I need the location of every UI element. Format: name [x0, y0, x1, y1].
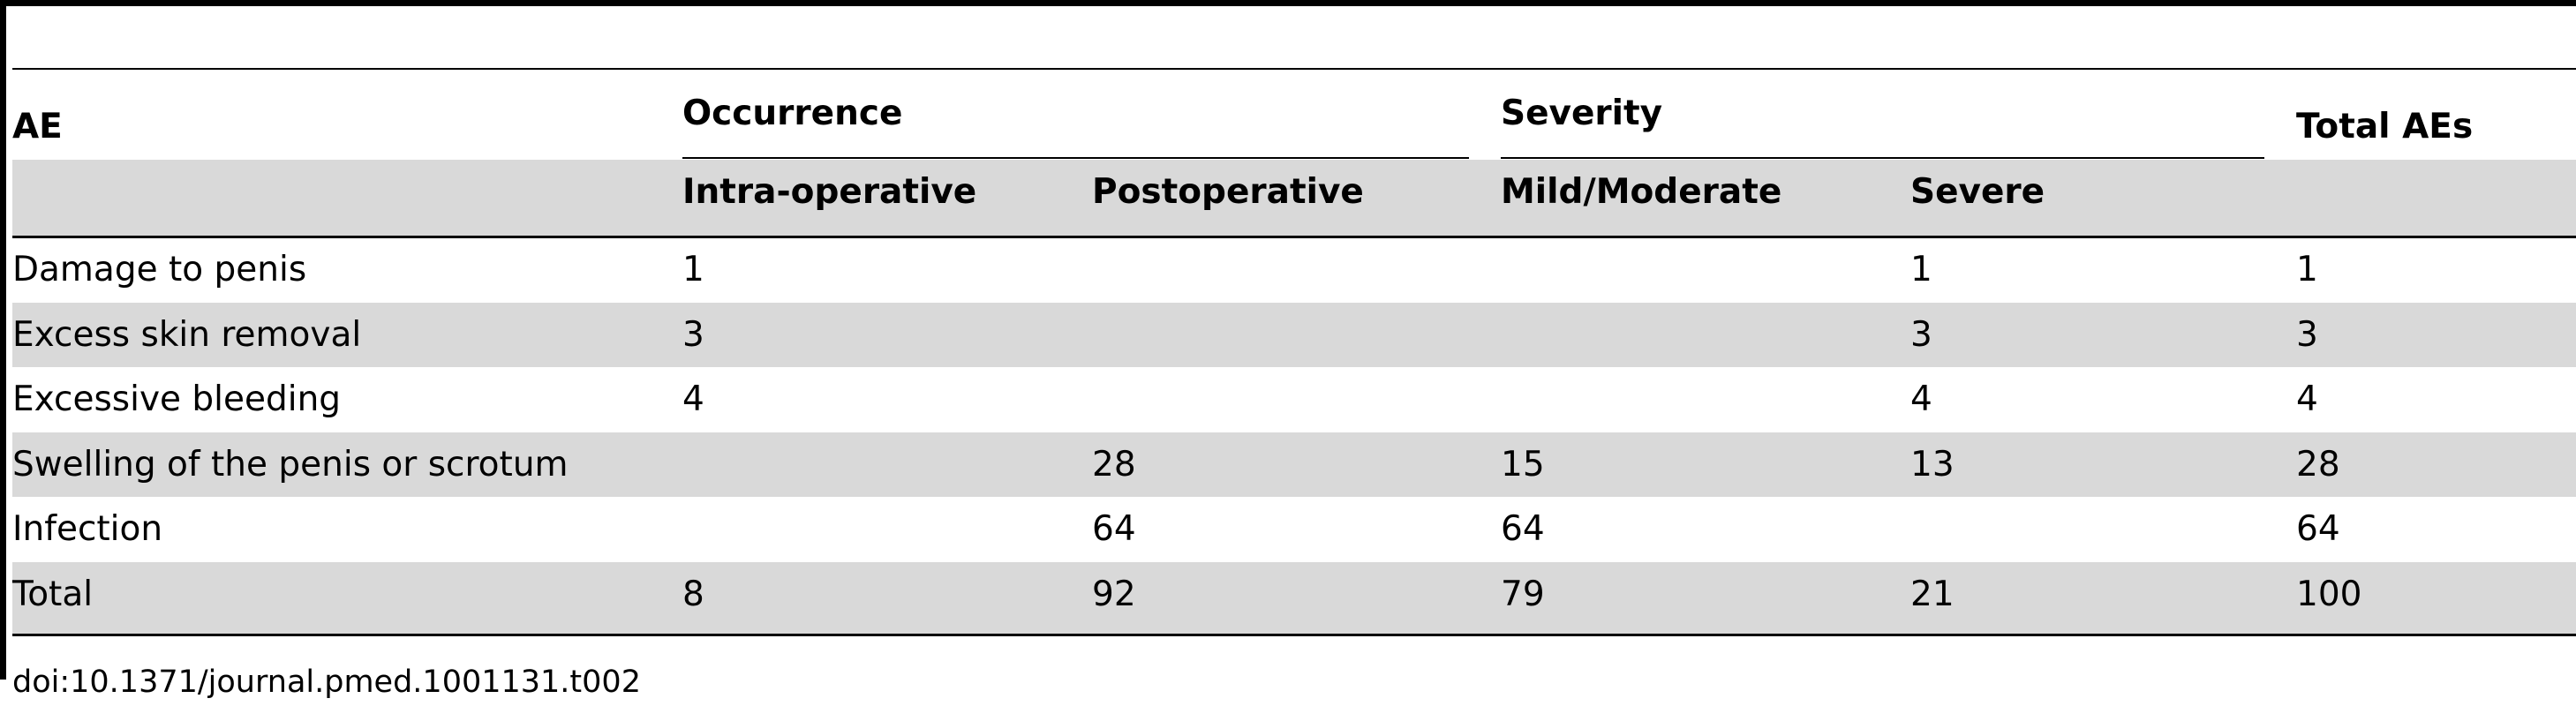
table-cell-ae: Swelling of the penis or scrotum — [12, 445, 569, 484]
table-cell-severe: 1 — [1910, 250, 1932, 289]
table-bottom-rule — [12, 634, 2576, 636]
header-mild-moderate: Mild/Moderate — [1501, 172, 1782, 212]
occurrence-group-rule — [682, 157, 1469, 159]
header-bottom-rule — [12, 236, 2576, 238]
table-cell-intra: 1 — [682, 250, 704, 289]
table-cell-mild: 15 — [1501, 445, 1545, 484]
table-cell-total: 64 — [2296, 509, 2340, 549]
top-border — [0, 0, 2576, 6]
doi-footnote: doi:10.1371/journal.pmed.1001131.t002 — [12, 665, 641, 700]
header-ae: AE — [12, 107, 63, 146]
table-cell-total: 100 — [2296, 575, 2362, 614]
header-intra-operative: Intra-operative — [682, 172, 977, 212]
header-severity: Severity — [1501, 94, 1663, 133]
table-cell-severe: 13 — [1910, 445, 1955, 484]
table-cell-total: 3 — [2296, 315, 2318, 355]
table-cell-post: 92 — [1092, 575, 1136, 614]
table-cell-severe: 3 — [1910, 315, 1932, 355]
table-cell-ae: Total — [12, 575, 94, 614]
table-cell-ae: Infection — [12, 509, 163, 549]
table-cell-intra: 4 — [682, 379, 704, 419]
header-postoperative: Postoperative — [1092, 172, 1364, 212]
row-band-4 — [12, 432, 2576, 497]
table-cell-severe: 4 — [1910, 379, 1932, 419]
table-cell-total: 28 — [2296, 445, 2340, 484]
row-band-6 — [12, 562, 2576, 634]
table-cell-intra: 3 — [682, 315, 704, 355]
header-severe: Severe — [1910, 172, 2045, 212]
table-cell-total: 4 — [2296, 379, 2318, 419]
header-total-aes: Total AEs — [2296, 107, 2474, 146]
severity-group-rule — [1501, 157, 2264, 159]
table-cell-ae: Damage to penis — [12, 250, 307, 289]
table-cell-total: 1 — [2296, 250, 2318, 289]
table-cell-severe: 21 — [1910, 575, 1955, 614]
table-cell-mild: 64 — [1501, 509, 1545, 549]
table-cell-post: 28 — [1092, 445, 1136, 484]
table-cell-ae: Excessive bleeding — [12, 379, 342, 419]
table-cell-mild: 79 — [1501, 575, 1545, 614]
table-cell-intra: 8 — [682, 575, 704, 614]
table-top-rule — [12, 68, 2576, 70]
header-subrow-band — [12, 160, 2576, 236]
table-cell-post: 64 — [1092, 509, 1136, 549]
table-cell-ae: Excess skin removal — [12, 315, 362, 355]
row-band-2 — [12, 303, 2576, 367]
header-occurrence: Occurrence — [682, 94, 903, 133]
left-border — [0, 0, 6, 680]
